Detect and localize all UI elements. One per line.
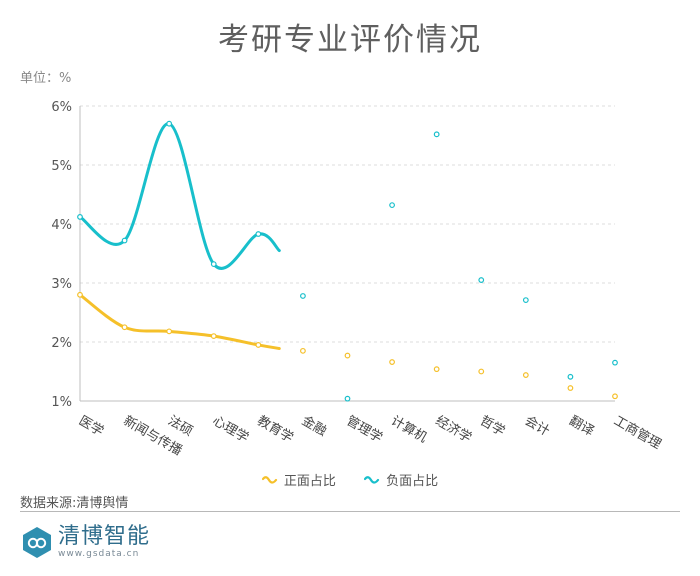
data-point-1 xyxy=(567,373,574,380)
data-point-1 xyxy=(121,237,128,244)
data-source: 数据来源:清博舆情 xyxy=(20,496,129,511)
data-point-0 xyxy=(210,333,217,340)
x-tick-label: 管理学 xyxy=(344,413,386,446)
x-tick-label: 法硕 xyxy=(165,413,195,439)
y-tick-label: 3% xyxy=(51,277,72,292)
y-tick-label: 2% xyxy=(51,336,72,351)
chart-title: 考研专业评价情况 xyxy=(218,22,482,58)
data-point-1 xyxy=(612,359,618,366)
data-point-0 xyxy=(255,342,262,348)
series-line-1 xyxy=(78,122,281,270)
legend-item-positive[interactable]: 正面占比 xyxy=(261,470,336,489)
legend-wave-icon xyxy=(364,475,380,484)
x-tick-label: 计算机 xyxy=(388,413,429,445)
legend-wave-icon xyxy=(261,475,278,484)
brand: 清博智能 www.gsdata.cn xyxy=(22,525,150,559)
data-point-1 xyxy=(166,120,173,127)
data-point-1 xyxy=(77,214,83,220)
data-point-0 xyxy=(522,372,529,378)
unit-label: 单位：% xyxy=(20,71,72,86)
divider xyxy=(20,511,680,512)
x-tick-label: 工商管理 xyxy=(611,413,664,452)
legend: 正面占比 负面占比 xyxy=(0,470,700,489)
x-tick-label: 金融 xyxy=(299,413,330,440)
x-tick-label: 翻译 xyxy=(566,413,596,439)
data-point-1 xyxy=(344,395,351,402)
x-tick-label: 经济学 xyxy=(433,413,475,446)
legend-label-negative: 负面占比 xyxy=(386,474,439,489)
data-point-1 xyxy=(210,261,217,268)
brand-name: 清博智能 xyxy=(58,524,151,549)
data-point-0 xyxy=(166,328,173,335)
data-point-1 xyxy=(255,231,262,237)
data-point-1 xyxy=(300,293,306,299)
y-tick-label: 6% xyxy=(51,100,72,115)
data-point-0 xyxy=(389,359,395,365)
x-tick-label: 会计 xyxy=(522,413,552,439)
data-point-1 xyxy=(522,297,529,304)
data-point-1 xyxy=(389,202,395,209)
data-point-0 xyxy=(77,291,83,298)
y-tick-label: 4% xyxy=(51,218,72,233)
y-tick-label: 1% xyxy=(51,395,72,410)
data-point-1 xyxy=(433,131,440,138)
brand-logo-icon xyxy=(23,526,51,558)
data-point-0 xyxy=(300,347,306,354)
data-point-0 xyxy=(612,393,618,400)
data-point-0 xyxy=(344,352,351,359)
series-line-0 xyxy=(78,293,281,350)
y-tick-label: 5% xyxy=(51,159,72,174)
x-tick-label: 心理学 xyxy=(210,413,252,446)
x-tick-label: 医学 xyxy=(76,413,107,440)
legend-item-negative[interactable]: 负面占比 xyxy=(364,470,438,489)
legend-label-positive: 正面占比 xyxy=(283,474,336,489)
data-point-0 xyxy=(478,368,485,375)
brand-url: www.gsdata.cn xyxy=(58,549,140,559)
data-point-0 xyxy=(567,385,574,391)
data-point-1 xyxy=(478,277,485,283)
data-point-0 xyxy=(433,366,440,373)
x-tick-label: 教育学 xyxy=(254,413,296,446)
x-tick-label: 哲学 xyxy=(477,413,508,440)
data-point-0 xyxy=(121,324,128,331)
